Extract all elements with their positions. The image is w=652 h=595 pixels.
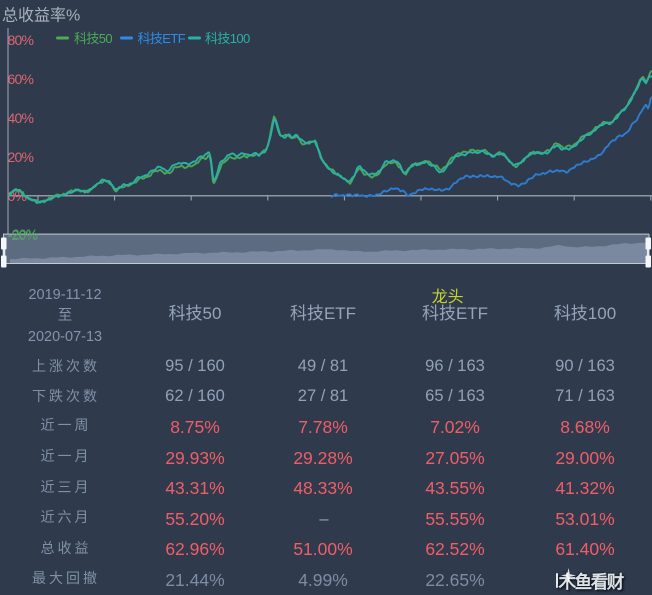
svg-text:科技ETF: 科技ETF [138,31,186,46]
svg-text:80%: 80% [8,32,34,48]
svg-text:科技50: 科技50 [74,31,112,46]
svg-text:科技100: 科技100 [205,31,250,46]
svg-text:40%: 40% [8,110,34,126]
svg-text:60%: 60% [8,71,34,87]
svg-text:总收益率%: 总收益率% [2,7,80,25]
svg-text:20%: 20% [8,149,34,165]
svg-text:-20%: -20% [8,227,38,242]
